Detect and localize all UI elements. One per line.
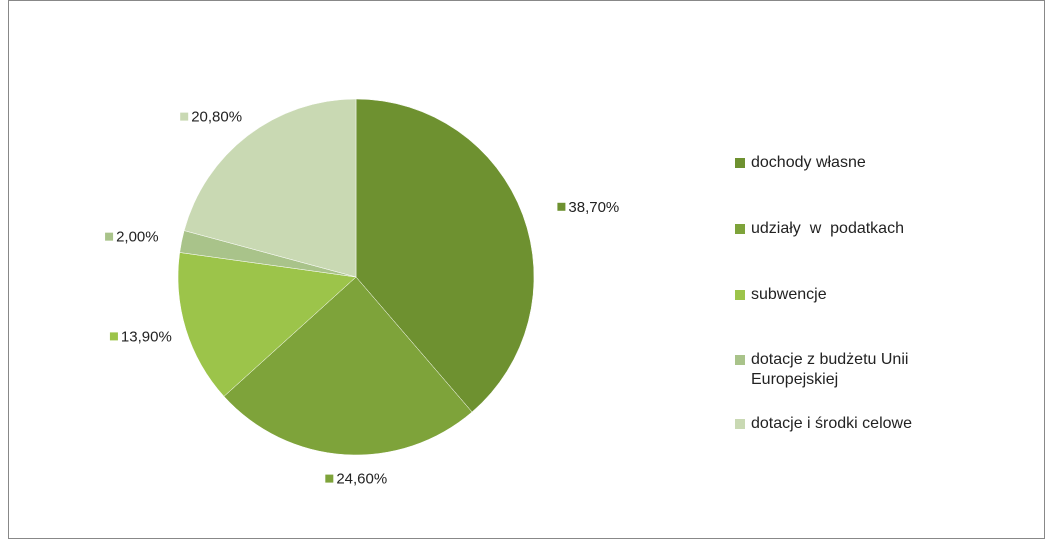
legend-swatch	[735, 355, 745, 365]
data-label: 2,00%	[116, 229, 159, 246]
label-swatch	[109, 332, 118, 341]
legend-item: dotacje z budżetu Unii Europejskiej	[735, 350, 985, 390]
legend-label: dochody własne	[751, 154, 866, 171]
data-label: 38,70%	[568, 199, 619, 216]
legend-item: dotacje i środki celowe	[735, 414, 985, 434]
legend-label: udziały w podatkach	[751, 220, 904, 237]
pie-slice	[177, 252, 357, 397]
data-label: 24,60%	[336, 471, 387, 488]
data-label: 13,90%	[121, 328, 172, 345]
legend-label: subwencje	[751, 286, 827, 303]
legend-item: dochody własne	[735, 153, 985, 173]
data-label: 20,80%	[191, 109, 242, 126]
legend-swatch	[735, 419, 745, 429]
legend-item: udziały w podatkach	[735, 219, 985, 239]
legend-label: dotacje z budżetu Unii Europejskiej	[751, 351, 913, 388]
legend-swatch	[735, 158, 745, 168]
pie-slice	[355, 98, 535, 413]
legend-item: subwencje	[735, 285, 985, 305]
legend-label: dotacje i środki celowe	[751, 415, 912, 432]
legend-swatch	[735, 224, 745, 234]
pie-slice	[183, 98, 357, 278]
label-swatch	[105, 232, 114, 241]
pie-slice	[223, 276, 473, 456]
label-swatch	[180, 112, 189, 121]
label-swatch	[557, 202, 566, 211]
legend-swatch	[735, 290, 745, 300]
label-swatch	[325, 474, 334, 483]
